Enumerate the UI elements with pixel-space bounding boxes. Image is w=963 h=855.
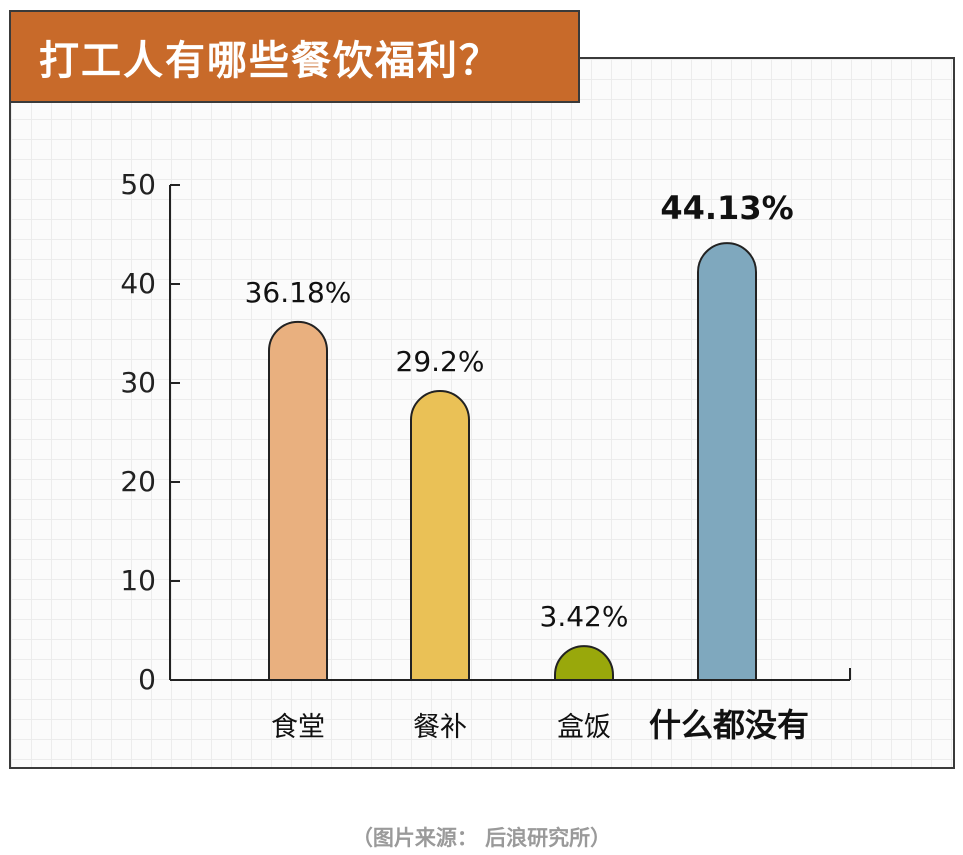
y-tick-label: 30 [120, 366, 156, 399]
data-label: 29.2% [396, 345, 485, 378]
chart-card [9, 57, 955, 769]
bar [410, 390, 470, 681]
y-tick-label: 10 [120, 564, 156, 597]
category-label: 盒饭 [557, 712, 611, 743]
category-label: 食堂 [271, 712, 325, 743]
y-tick-label: 40 [120, 267, 156, 300]
data-label: 3.42% [540, 600, 629, 633]
bar [554, 645, 614, 681]
y-tick-label: 50 [120, 168, 156, 201]
bar [697, 242, 757, 681]
bar [268, 320, 328, 681]
data-label: 44.13% [660, 189, 793, 227]
data-label: 36.18% [245, 276, 352, 309]
category-label: 餐补 [413, 712, 467, 743]
title-banner: 打工人有哪些餐饮福利？ [9, 10, 580, 103]
chart-title: 打工人有哪些餐饮福利？ [39, 37, 501, 84]
y-tick-label: 20 [120, 465, 156, 498]
y-tick-label: 0 [138, 663, 156, 696]
category-label: 什么都没有 [649, 706, 809, 744]
source-caption: （图片来源： 后浪研究所） [351, 826, 612, 850]
